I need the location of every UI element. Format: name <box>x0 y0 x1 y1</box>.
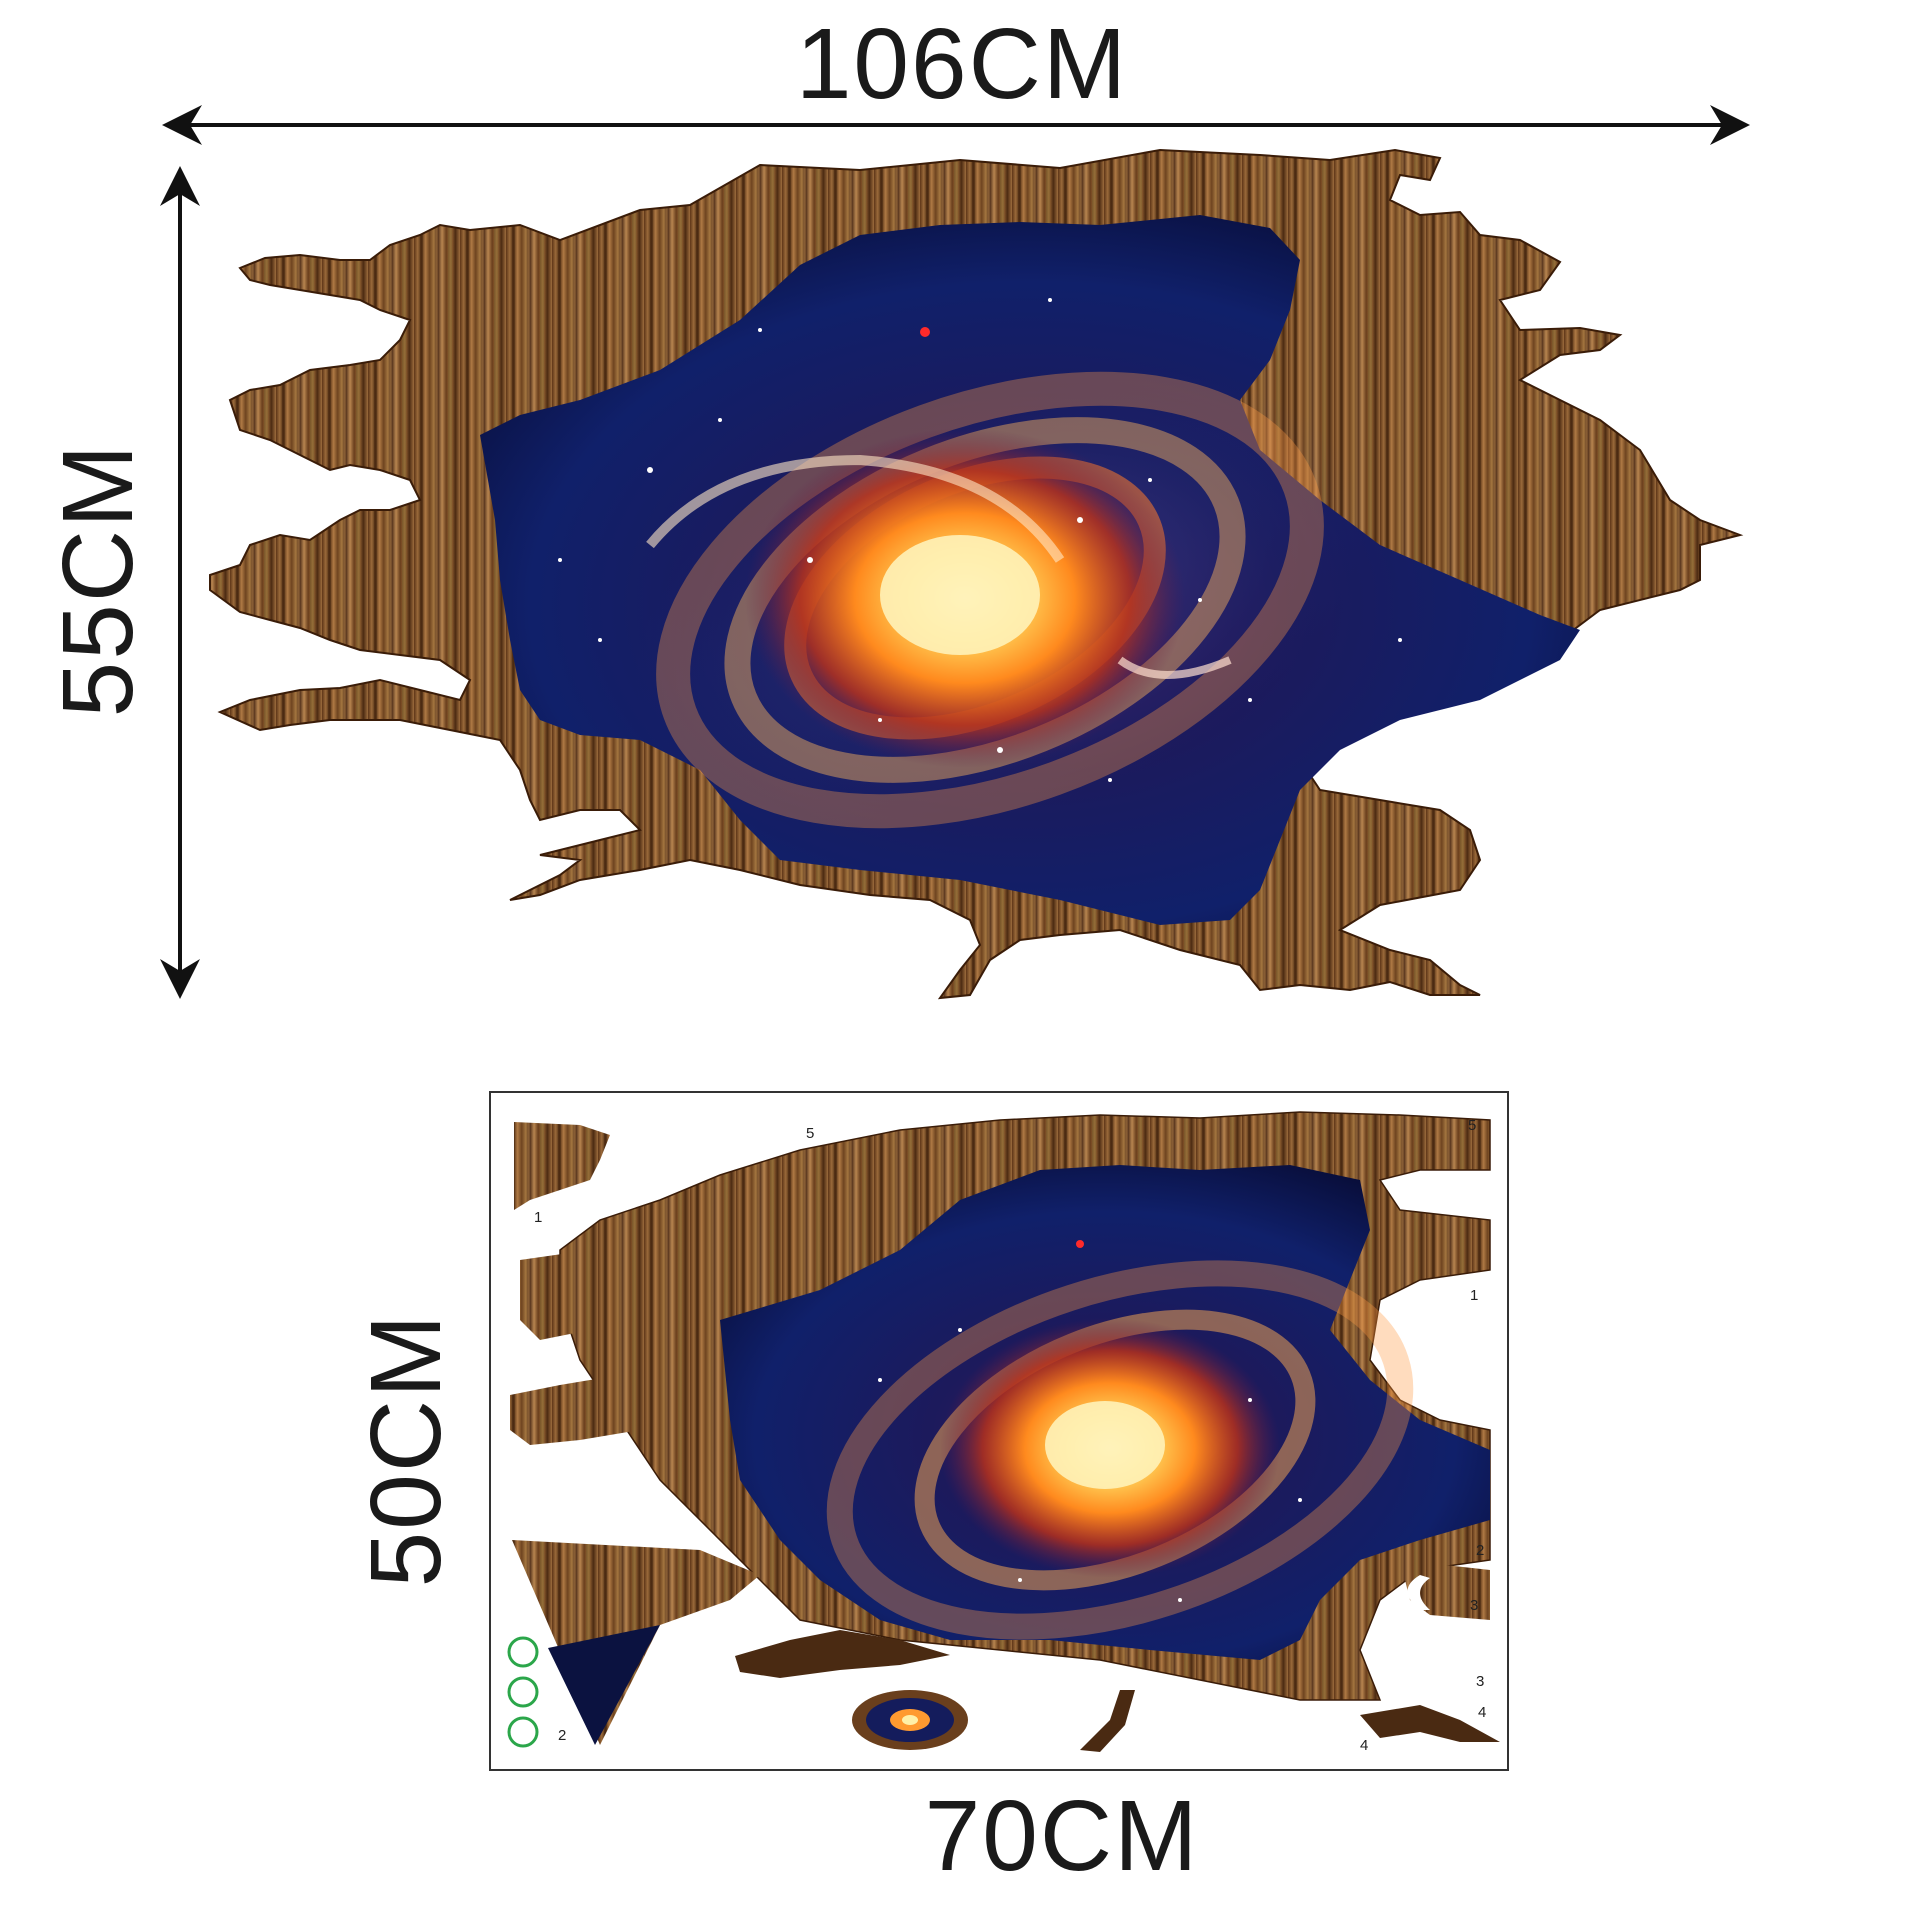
sheet-preview-thumbnail <box>852 1690 968 1750</box>
sheet-piece-left-top <box>514 1122 610 1210</box>
part-number-label: 4 <box>1478 1704 1486 1721</box>
part-number-label: 4 <box>1360 1737 1368 1754</box>
sheet-piece-right-c-cut <box>1407 1575 1430 1610</box>
part-number-label: 1 <box>1470 1287 1478 1304</box>
cert-badge-icon <box>507 1676 539 1708</box>
certification-badges <box>507 1636 539 1748</box>
sheet-piece-branch-bottom <box>1080 1690 1135 1752</box>
sheet-piece-left-mid <box>520 1235 720 1340</box>
top-sticker-view: 106CM 55CM <box>42 8 1750 1000</box>
sheet-width-label: 70CM <box>925 1780 1200 1892</box>
width-dimension-label: 106CM <box>796 8 1128 120</box>
sheet-piece-left-low <box>510 1370 720 1445</box>
sheet-layout-view: 1 1 2 2 3 3 4 4 5 5 50CM 70CM <box>350 1091 1509 1892</box>
sheet-piece-branch-right <box>1360 1705 1500 1742</box>
part-number-label: 3 <box>1470 1597 1478 1614</box>
part-number-label: 2 <box>1476 1542 1484 1559</box>
part-number-label: 2 <box>558 1727 566 1744</box>
height-dimension-label: 55CM <box>42 443 154 718</box>
galaxy-illustration <box>558 298 1402 832</box>
part-number-label: 5 <box>1468 1117 1476 1134</box>
sheet-piece-triangle-space <box>548 1625 660 1745</box>
cert-badge-icon <box>507 1716 539 1748</box>
part-number-label: 5 <box>806 1125 814 1142</box>
cert-badge-icon <box>507 1636 539 1668</box>
part-number-label: 3 <box>1476 1673 1484 1690</box>
sheet-height-label: 50CM <box>350 1313 462 1588</box>
sheet-galaxy-illustration <box>826 1240 1414 1640</box>
sheet-piece-branch-left <box>735 1630 950 1678</box>
part-number-label: 1 <box>534 1209 542 1226</box>
